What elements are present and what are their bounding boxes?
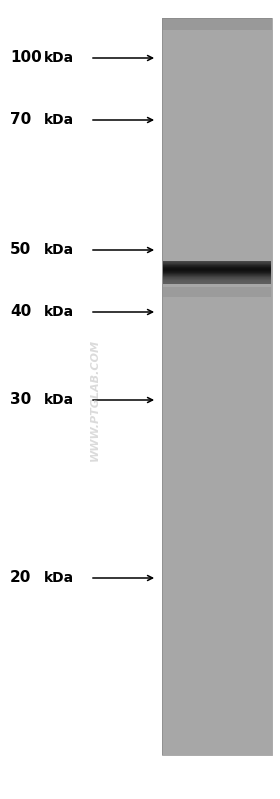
Text: kDa: kDa [44, 51, 74, 65]
Text: 70: 70 [10, 113, 31, 128]
Text: kDa: kDa [44, 393, 74, 407]
Text: kDa: kDa [44, 305, 74, 319]
Text: 40: 40 [10, 304, 31, 320]
Text: 100: 100 [10, 50, 42, 66]
Text: 50: 50 [10, 243, 31, 257]
Bar [162, 18, 272, 755]
Text: kDa: kDa [44, 243, 74, 257]
Bar [163, 287, 271, 297]
Text: WWW.PTGLAB.COM: WWW.PTGLAB.COM [90, 339, 100, 460]
Bar [162, 18, 272, 755]
Text: 20: 20 [10, 570, 31, 586]
Text: 30: 30 [10, 392, 31, 407]
Text: kDa: kDa [44, 113, 74, 127]
Bar [162, 18, 272, 30]
Text: kDa: kDa [44, 571, 74, 585]
